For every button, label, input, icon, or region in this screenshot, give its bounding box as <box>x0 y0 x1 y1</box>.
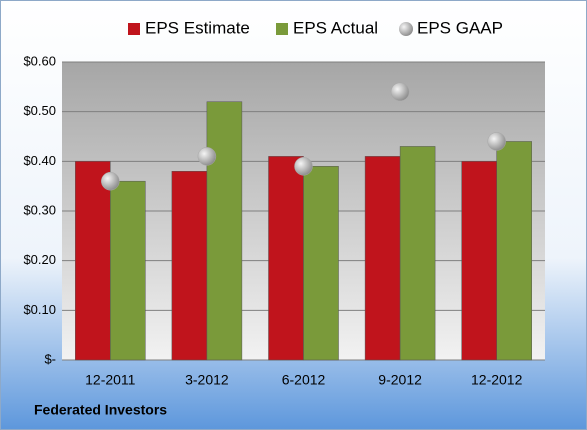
y-tick-label: $0.30 <box>23 202 56 217</box>
bar <box>171 171 208 361</box>
legend-label: EPS Estimate <box>145 18 250 37</box>
legend-swatch <box>128 23 140 35</box>
legend-label: EPS Actual <box>293 18 378 37</box>
point <box>294 157 313 176</box>
bar <box>110 180 146 361</box>
point <box>390 82 410 102</box>
y-tick-label: $0.20 <box>23 252 56 267</box>
bar <box>399 146 436 361</box>
bar <box>496 141 532 361</box>
y-tick-label: $- <box>44 351 56 366</box>
legend-swatch <box>276 23 288 35</box>
x-tick-label: 12-2011 <box>85 372 136 388</box>
footer: Federated Investors <box>34 402 167 418</box>
x-tick-label: 3-2012 <box>185 372 229 388</box>
point <box>487 132 506 151</box>
bar <box>303 166 339 361</box>
y-tick-label: $0.50 <box>23 103 56 118</box>
x-tick-label: 6-2012 <box>282 372 326 388</box>
x-tick-label: 12-2012 <box>471 372 523 388</box>
legend-label: EPS GAAP <box>417 18 503 37</box>
bar <box>206 101 243 361</box>
y-tick-label: $0.40 <box>23 153 56 168</box>
point <box>101 171 120 191</box>
x-tick-label: 9-2012 <box>378 372 422 388</box>
point <box>197 147 217 166</box>
y-tick-label: $0.10 <box>23 302 56 317</box>
bar <box>268 156 304 361</box>
bar <box>75 161 111 361</box>
legend-swatch <box>399 22 413 36</box>
y-tick-label: $0.60 <box>23 53 56 68</box>
bar <box>364 156 401 361</box>
bar <box>461 161 497 361</box>
